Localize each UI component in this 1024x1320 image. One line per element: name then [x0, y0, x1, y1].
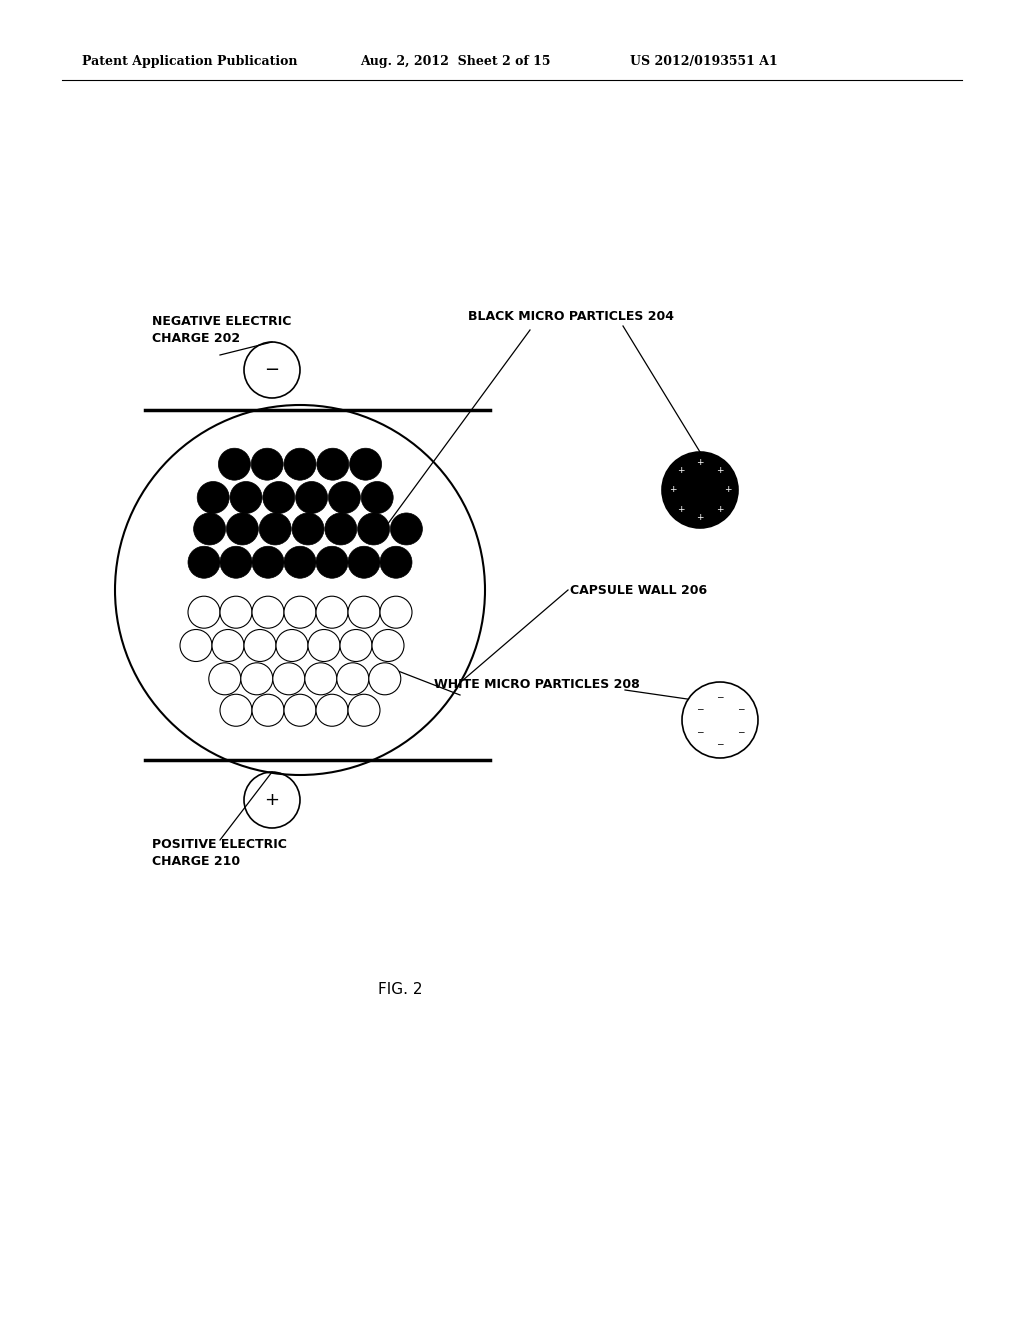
- Text: +: +: [677, 466, 684, 475]
- Text: BLACK MICRO PARTICLES 204: BLACK MICRO PARTICLES 204: [468, 309, 674, 322]
- Circle shape: [325, 513, 356, 545]
- Circle shape: [372, 630, 404, 661]
- Circle shape: [226, 513, 258, 545]
- Text: −: −: [696, 727, 703, 737]
- Circle shape: [220, 694, 252, 726]
- Circle shape: [284, 694, 316, 726]
- Circle shape: [308, 630, 340, 661]
- Circle shape: [198, 482, 229, 513]
- Circle shape: [348, 597, 380, 628]
- Circle shape: [241, 663, 272, 694]
- Circle shape: [252, 546, 284, 578]
- Text: CAPSULE WALL 206: CAPSULE WALL 206: [570, 583, 708, 597]
- Circle shape: [194, 513, 225, 545]
- Circle shape: [340, 630, 372, 661]
- Text: +: +: [716, 466, 723, 475]
- Circle shape: [263, 482, 295, 513]
- Circle shape: [390, 513, 423, 545]
- Circle shape: [348, 546, 380, 578]
- Circle shape: [251, 449, 284, 480]
- Circle shape: [349, 449, 382, 480]
- Text: WHITE MICRO PARTICLES 208: WHITE MICRO PARTICLES 208: [434, 678, 640, 692]
- Circle shape: [329, 482, 360, 513]
- Text: +: +: [264, 791, 280, 809]
- Circle shape: [272, 663, 305, 694]
- Text: Aug. 2, 2012  Sheet 2 of 15: Aug. 2, 2012 Sheet 2 of 15: [360, 55, 551, 69]
- Circle shape: [369, 663, 400, 694]
- Circle shape: [316, 694, 348, 726]
- Text: POSITIVE ELECTRIC
CHARGE 210: POSITIVE ELECTRIC CHARGE 210: [152, 838, 287, 869]
- Circle shape: [348, 694, 380, 726]
- Text: NEGATIVE ELECTRIC
CHARGE 202: NEGATIVE ELECTRIC CHARGE 202: [152, 315, 292, 345]
- Circle shape: [218, 449, 251, 480]
- Text: +: +: [716, 504, 723, 513]
- Circle shape: [209, 663, 241, 694]
- Circle shape: [259, 513, 291, 545]
- Text: US 2012/0193551 A1: US 2012/0193551 A1: [630, 55, 778, 69]
- Circle shape: [188, 597, 220, 628]
- Circle shape: [276, 630, 308, 661]
- Text: Patent Application Publication: Patent Application Publication: [82, 55, 298, 69]
- Text: −: −: [716, 739, 724, 748]
- Circle shape: [252, 597, 284, 628]
- Circle shape: [180, 630, 212, 661]
- Circle shape: [220, 597, 252, 628]
- Text: −: −: [736, 704, 744, 713]
- Circle shape: [357, 513, 389, 545]
- Circle shape: [284, 546, 316, 578]
- Text: +: +: [696, 513, 703, 521]
- Circle shape: [316, 597, 348, 628]
- Circle shape: [305, 663, 337, 694]
- Circle shape: [284, 449, 316, 480]
- Circle shape: [296, 482, 328, 513]
- Circle shape: [682, 682, 758, 758]
- Circle shape: [244, 630, 276, 661]
- Text: +: +: [696, 458, 703, 467]
- Circle shape: [337, 663, 369, 694]
- Circle shape: [230, 482, 262, 513]
- Circle shape: [284, 597, 316, 628]
- Circle shape: [662, 451, 738, 528]
- Circle shape: [220, 546, 252, 578]
- Text: +: +: [677, 504, 684, 513]
- Text: FIG. 2: FIG. 2: [378, 982, 422, 998]
- Text: +: +: [669, 486, 677, 495]
- Circle shape: [316, 449, 349, 480]
- Circle shape: [361, 482, 393, 513]
- Text: +: +: [724, 486, 731, 495]
- Circle shape: [252, 694, 284, 726]
- Circle shape: [380, 597, 412, 628]
- Text: −: −: [264, 360, 280, 379]
- Circle shape: [316, 546, 348, 578]
- Text: −: −: [696, 704, 703, 713]
- Circle shape: [380, 546, 412, 578]
- Text: −: −: [716, 692, 724, 701]
- Text: −: −: [736, 727, 744, 737]
- Circle shape: [212, 630, 244, 661]
- Circle shape: [188, 546, 220, 578]
- Circle shape: [292, 513, 324, 545]
